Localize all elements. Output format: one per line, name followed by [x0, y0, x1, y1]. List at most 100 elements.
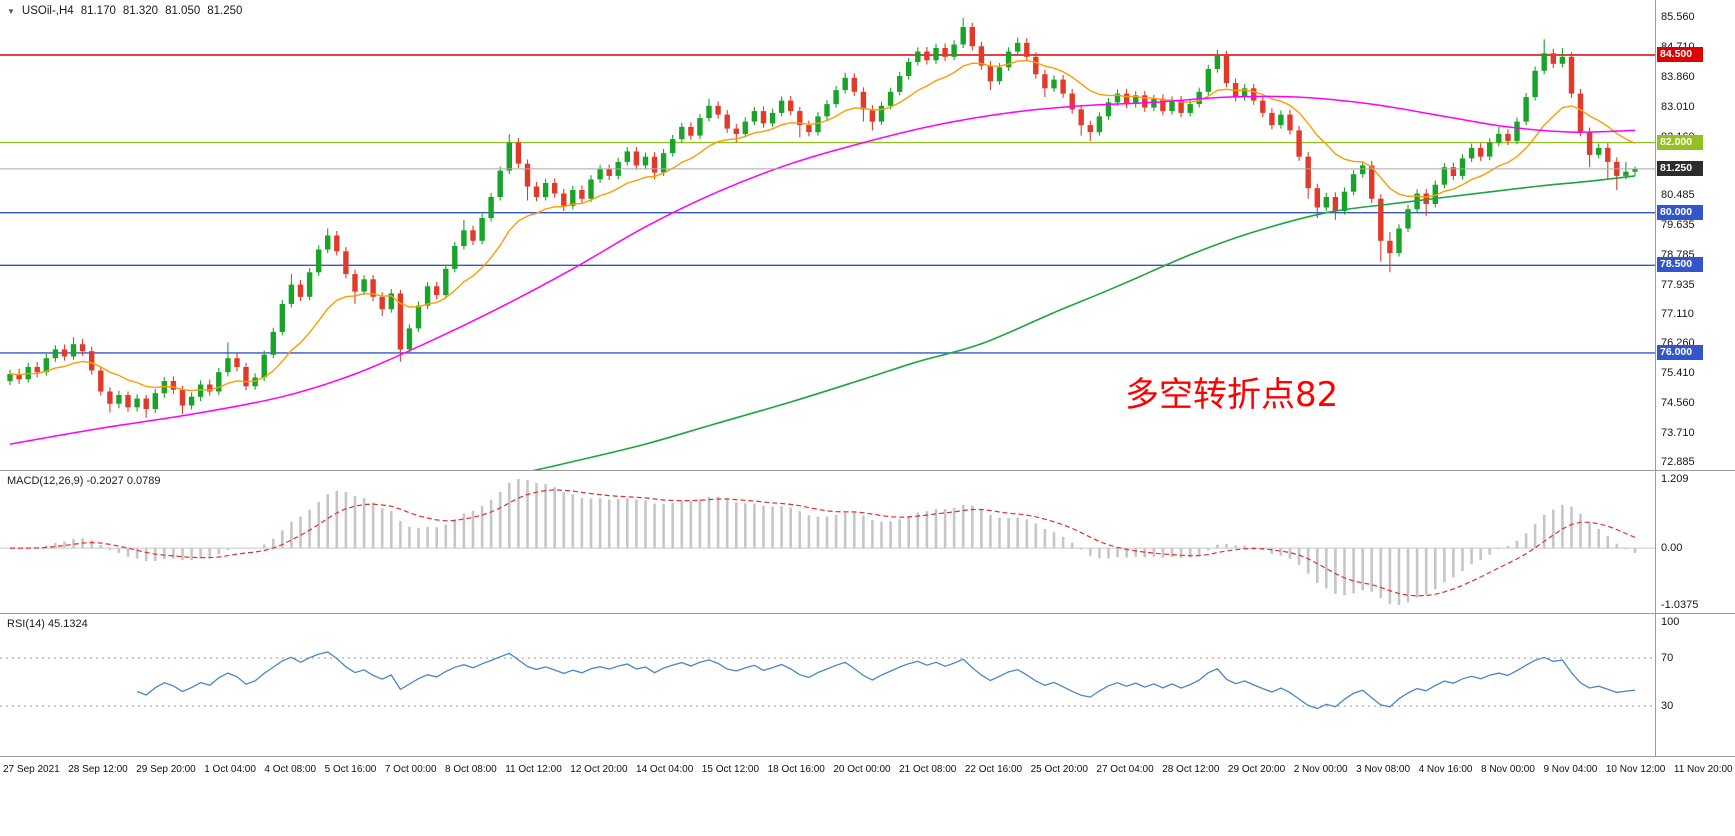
- candle: [306, 268, 313, 301]
- time-axis[interactable]: 27 Sep 2021 28 Sep 12:00 29 Sep 20:00 1 Oct…: [0, 757, 1735, 836]
- time-label: 27 Sep 2021: [3, 764, 60, 775]
- price-tick: 74.560: [1661, 397, 1695, 409]
- chart-annotation-text: 多空转折点82: [1125, 375, 1339, 415]
- rsi-axis[interactable]: 100 70 30: [1655, 614, 1735, 756]
- macd-signal-line: [9, 489, 1636, 597]
- time-label: 15 Oct 12:00: [701, 764, 760, 775]
- candle: [197, 380, 204, 401]
- ohlc-open-value: 81.170: [80, 5, 116, 17]
- macd-indicator-label: MACD(12,26,9) -0.2027 0.0789: [7, 475, 161, 487]
- time-label: 8 Oct 08:00: [445, 764, 497, 775]
- candle: [552, 178, 558, 198]
- candle: [751, 106, 758, 126]
- candle: [806, 120, 812, 137]
- candle: [933, 43, 939, 64]
- candle: [561, 188, 567, 211]
- candle: [1332, 192, 1339, 220]
- candle: [1096, 112, 1103, 136]
- candle: [1133, 91, 1139, 108]
- time-label: 5 Oct 16:00: [324, 764, 377, 775]
- candle: [1432, 180, 1438, 208]
- ma-slow-line: [532, 175, 1636, 470]
- time-label: 10 Nov 12:00: [1605, 764, 1666, 775]
- price-level-badge: 81.250: [1657, 161, 1703, 176]
- price-tick: 85.560: [1661, 11, 1695, 23]
- rsi-tick: 70: [1661, 652, 1674, 664]
- candle: [1586, 127, 1593, 168]
- candle: [969, 22, 975, 51]
- candle: [1487, 138, 1493, 161]
- price-plot[interactable]: [0, 0, 1655, 470]
- candle: [1160, 94, 1166, 116]
- candle: [1196, 87, 1202, 108]
- price-pane: ▼ USOil-,H4 81.170 81.320 81.050 81.250 …: [0, 0, 1735, 471]
- candle: [1468, 143, 1475, 162]
- candle: [234, 353, 240, 372]
- candle: [1505, 129, 1511, 146]
- candle: [1568, 52, 1575, 98]
- candle: [633, 146, 640, 170]
- time-label: 11 Nov 20:00: [1673, 764, 1733, 775]
- candle: [397, 289, 404, 362]
- candle: [143, 395, 149, 418]
- macd-axis[interactable]: 1.209 0.00 -1.0375: [1655, 471, 1735, 613]
- rsi-plot[interactable]: [0, 614, 1655, 756]
- candle: [597, 164, 603, 183]
- candle: [388, 289, 394, 313]
- candle: [1251, 83, 1257, 105]
- ma-mid-line: [9, 95, 1636, 445]
- candle: [670, 134, 676, 157]
- candle: [1033, 52, 1039, 79]
- candle: [706, 98, 712, 122]
- candle: [334, 231, 340, 256]
- time-label: 9 Nov 04:00: [1543, 764, 1598, 775]
- candle: [1596, 143, 1602, 159]
- candle: [134, 394, 140, 412]
- candle: [833, 85, 839, 108]
- candle: [261, 350, 267, 381]
- time-label: 2 Nov 00:00: [1293, 764, 1348, 775]
- candle: [70, 337, 77, 360]
- candle: [1142, 90, 1148, 112]
- candle: [452, 241, 458, 273]
- candle: [1078, 104, 1084, 136]
- price-level-badge: 80.000: [1657, 205, 1703, 220]
- candle: [125, 391, 131, 412]
- candle: [1514, 117, 1520, 145]
- rsi-pane: RSI(14) 45.1324 100 70 30: [0, 614, 1735, 757]
- candle: [297, 280, 304, 302]
- candle: [1450, 162, 1457, 181]
- candle: [1241, 84, 1248, 101]
- candle: [479, 213, 485, 245]
- time-label: 22 Oct 16:00: [964, 764, 1023, 775]
- candle: [325, 228, 331, 253]
- candle: [16, 368, 22, 384]
- candle: [406, 324, 413, 353]
- candle: [107, 387, 113, 413]
- time-label: 20 Oct 00:00: [833, 764, 891, 775]
- ohlc-close-value: 81.250: [207, 5, 243, 17]
- candle: [760, 106, 767, 128]
- time-label: 14 Oct 04:00: [636, 764, 694, 775]
- ma-fast-line: [9, 59, 1636, 392]
- candle: [733, 124, 739, 143]
- candle: [1523, 92, 1529, 126]
- candle: [1577, 89, 1584, 137]
- candle: [715, 101, 721, 119]
- chart-marker-icon: ▼: [7, 6, 15, 16]
- candle: [915, 47, 921, 66]
- candle: [288, 274, 295, 308]
- candle: [1314, 183, 1320, 218]
- macd-tick: 0.00: [1661, 542, 1683, 554]
- price-axis[interactable]: 85.56084.71083.86083.01082.16081.31080.4…: [1655, 0, 1735, 470]
- macd-plot[interactable]: [0, 471, 1655, 613]
- candle: [1405, 205, 1411, 232]
- candle: [98, 366, 104, 396]
- candle: [924, 47, 930, 65]
- candle: [960, 17, 966, 48]
- time-label: 28 Oct 12:00: [1162, 764, 1220, 775]
- candle: [170, 376, 177, 394]
- candle: [842, 72, 848, 94]
- candle: [34, 362, 40, 378]
- candle: [906, 57, 912, 80]
